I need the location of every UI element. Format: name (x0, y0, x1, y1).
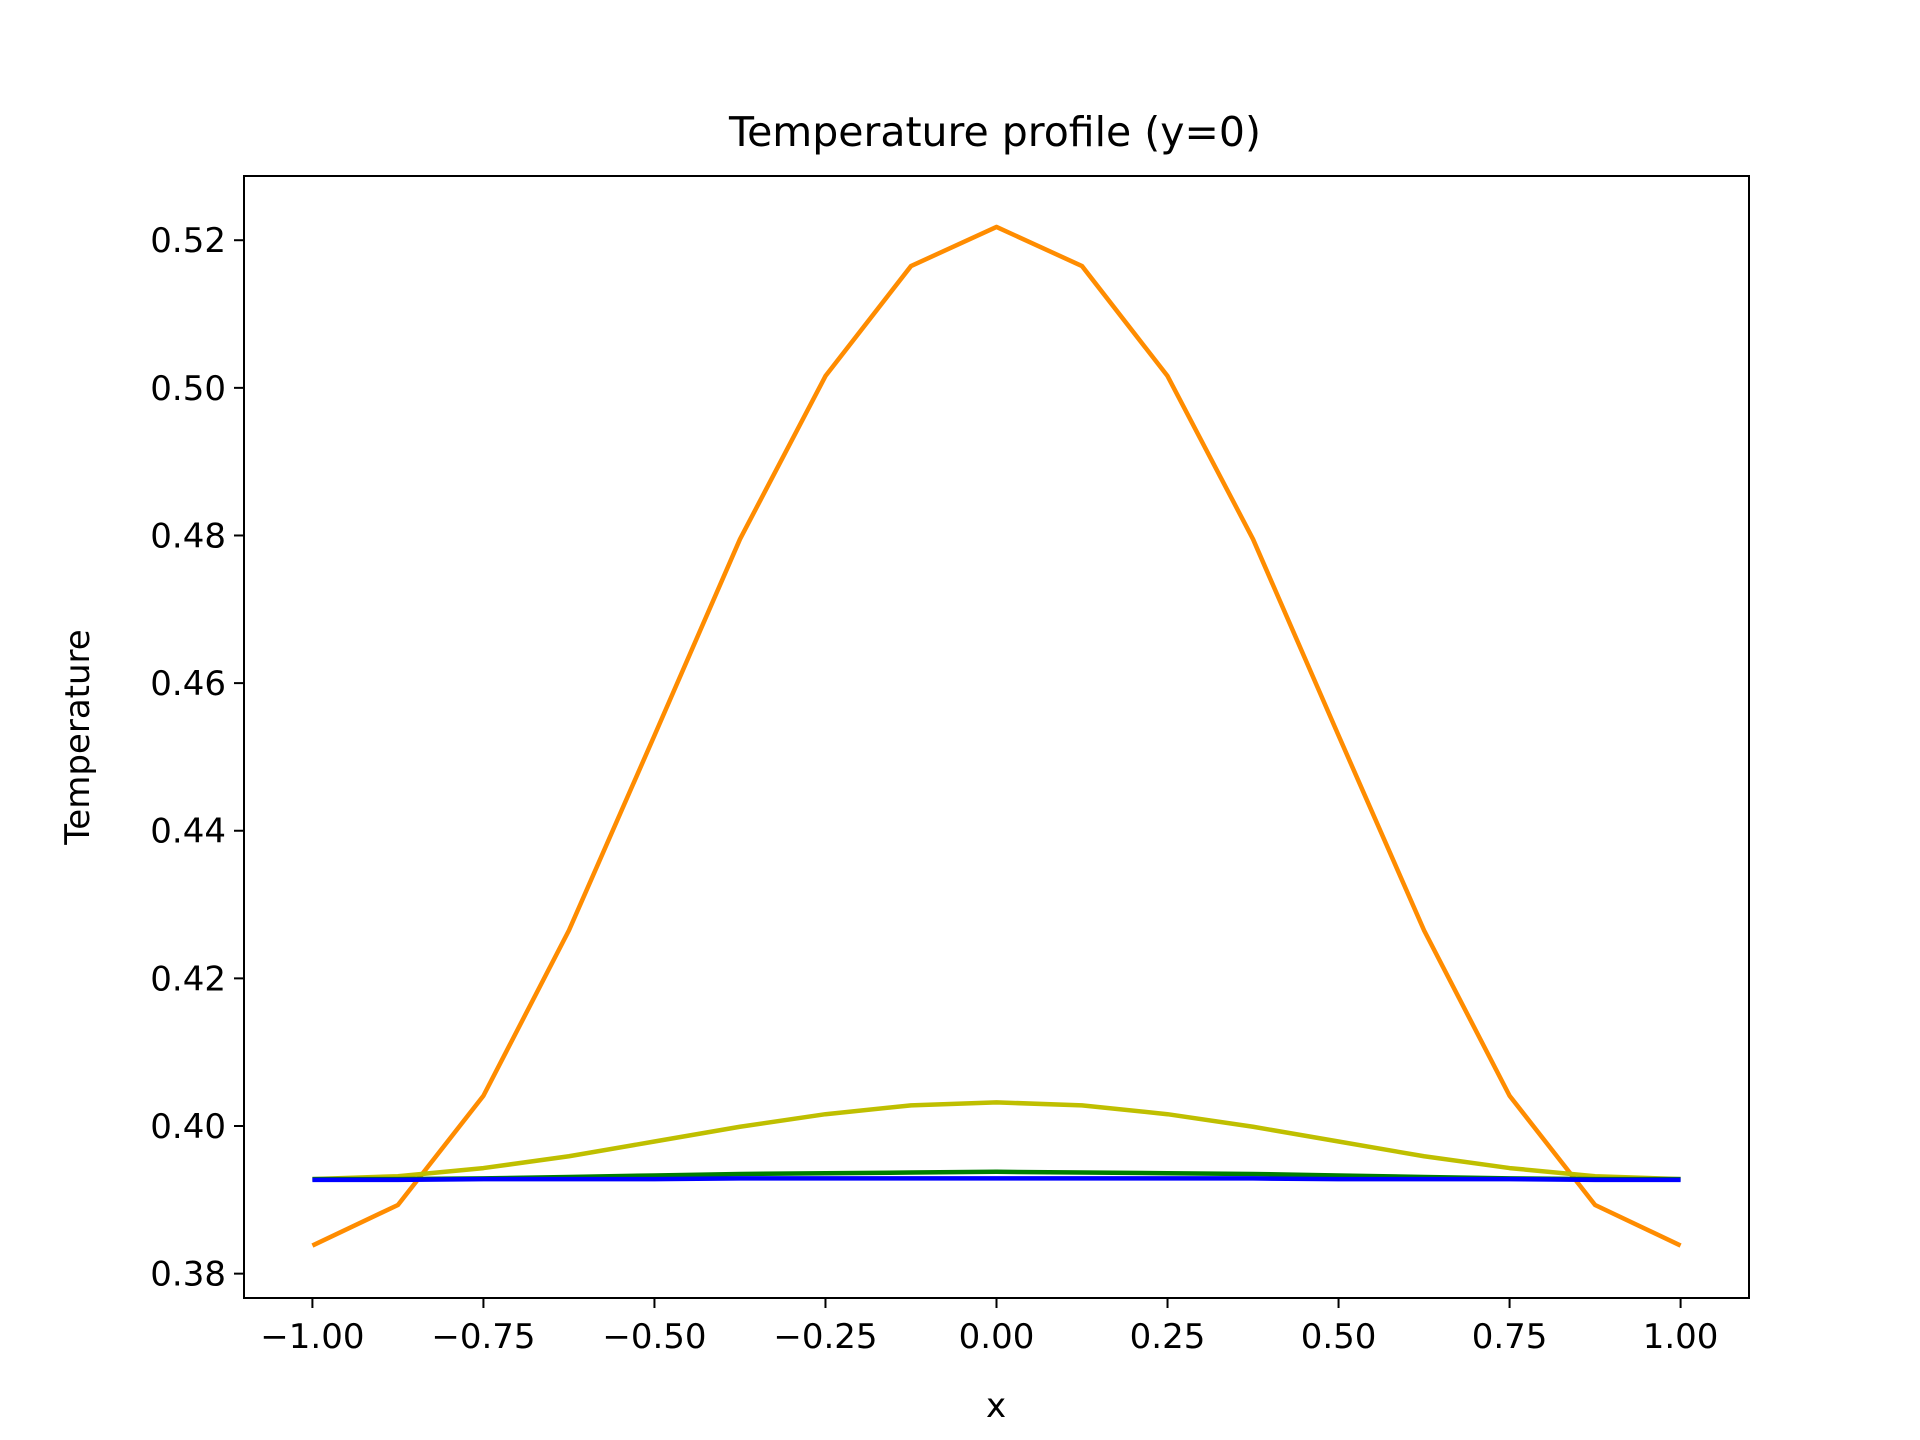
series-line-1 (311, 224, 1682, 1248)
y-axis-label: Temperature (58, 629, 98, 845)
x-tick-label: 0.25 (1130, 1317, 1206, 1357)
x-tick-label: −1.00 (260, 1317, 364, 1357)
y-tick-label: 0.44 (150, 812, 226, 852)
y-tick-label: 0.38 (150, 1255, 226, 1295)
x-axis: −1.00 −0.75 −0.50 −0.25 0.00 0.25 0.50 0.75 1.00 (260, 1298, 1718, 1357)
x-tick-label: 0.50 (1301, 1317, 1377, 1357)
x-tick-label: 0.75 (1472, 1317, 1548, 1357)
x-tick-label: −0.50 (602, 1317, 706, 1357)
y-tick-label: 0.40 (150, 1107, 226, 1147)
x-tick-label: −0.25 (773, 1317, 877, 1357)
series-layer (311, 224, 1682, 1248)
x-tick-label: 1.00 (1643, 1317, 1719, 1357)
y-tick-label: 0.46 (150, 664, 226, 704)
y-tick-label: 0.48 (150, 516, 226, 556)
y-tick-label: 0.50 (150, 369, 226, 409)
x-tick-label: −0.75 (431, 1317, 535, 1357)
chart-title: Temperature profile (y=0) (728, 108, 1261, 156)
y-axis: 0.38 0.40 0.42 0.44 0.46 0.48 0.50 0.52 (150, 221, 244, 1295)
series-line-2 (312, 1100, 1681, 1182)
y-tick-label: 0.52 (150, 221, 226, 261)
x-axis-label: x (986, 1386, 1006, 1426)
y-tick-label: 0.42 (150, 959, 226, 999)
x-tick-label: 0.00 (959, 1317, 1035, 1357)
series-line-4 (312, 1176, 1681, 1183)
